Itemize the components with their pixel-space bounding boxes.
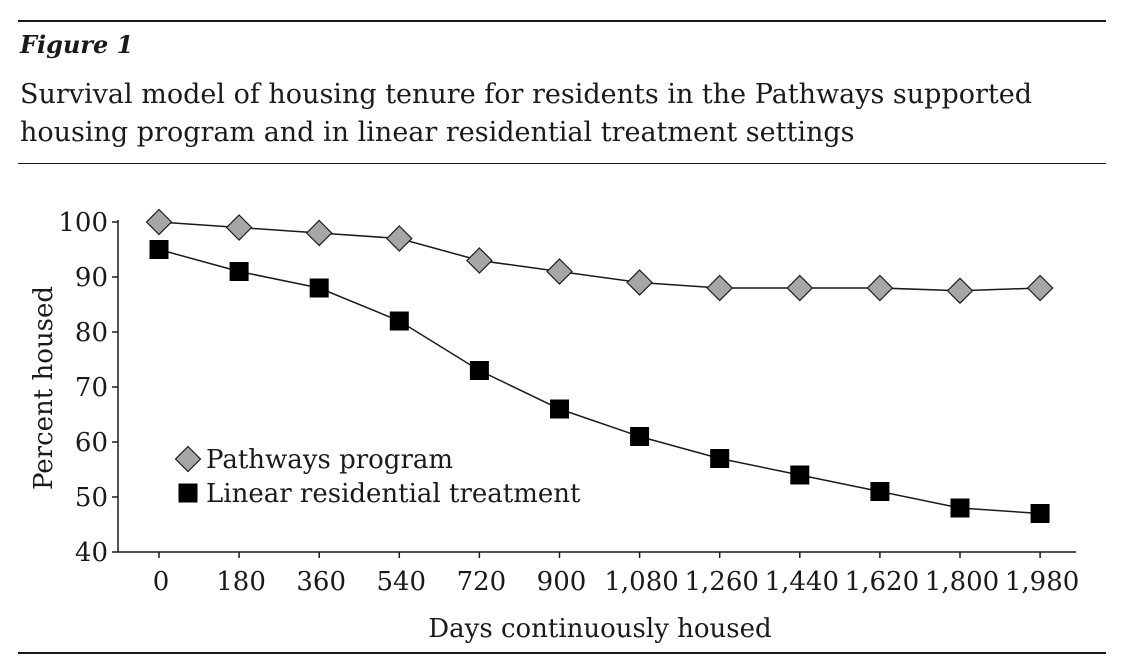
x-tick-label: 720 <box>457 567 507 597</box>
x-tick-label: 540 <box>376 567 426 597</box>
data-point-square <box>309 278 329 298</box>
series-line <box>158 248 1041 515</box>
data-point-diamond <box>706 274 734 302</box>
series-line <box>158 221 1041 292</box>
x-tick-label: 1,620 <box>845 567 919 597</box>
x-tick-label: 360 <box>296 567 346 597</box>
legend-square-icon <box>178 483 198 503</box>
data-point-diamond <box>1026 274 1054 302</box>
y-tick-label: 100 <box>58 208 108 238</box>
x-tick-label: 180 <box>216 567 266 597</box>
data-point-diamond <box>786 274 814 302</box>
data-point-square <box>149 240 169 259</box>
figure-label: Figure 1 <box>20 30 134 59</box>
data-point-square <box>229 262 249 281</box>
legend: Pathways program Linear residential treat… <box>174 445 581 509</box>
x-tick-label: 900 <box>537 567 587 597</box>
legend-entry-label: Pathways program <box>206 445 453 475</box>
y-tick-label: 80 <box>75 318 108 348</box>
y-tick-label: 90 <box>75 263 108 293</box>
y-tick-label: 50 <box>75 483 108 513</box>
x-tick-label: 1,980 <box>1005 567 1079 597</box>
y-tick-label: 70 <box>75 373 108 403</box>
x-tick-label: 0 <box>153 567 170 597</box>
data-point-square <box>469 361 489 380</box>
y-tick-label: 40 <box>75 538 108 568</box>
bottom-rule <box>18 652 1106 654</box>
y-axis-label: Percent housed <box>29 286 59 490</box>
y-tick-label: 60 <box>75 428 108 458</box>
series-linear <box>149 240 1050 523</box>
x-tick-label: 1,260 <box>684 567 758 597</box>
data-point-square <box>1030 504 1050 523</box>
data-point-square <box>389 311 409 331</box>
data-point-diamond <box>305 219 333 247</box>
data-point-square <box>630 427 650 446</box>
x-axis-label: Days continuously housed <box>428 614 771 644</box>
data-point-square <box>790 465 810 485</box>
data-point-square <box>550 399 569 419</box>
title-rule <box>18 163 1106 164</box>
data-point-diamond <box>145 208 173 236</box>
data-point-diamond <box>946 277 974 305</box>
data-point-diamond <box>626 269 653 296</box>
data-point-diamond <box>866 274 894 302</box>
figure-title: Survival model of housing tenure for res… <box>20 79 1033 148</box>
top-rule <box>18 20 1106 22</box>
legend-entry-label: Linear residential treatment <box>206 479 581 509</box>
series-layer <box>145 208 1054 523</box>
data-point-diamond <box>466 247 493 274</box>
data-point-diamond <box>546 258 573 285</box>
series-pathways <box>145 208 1054 305</box>
x-tick-label: 1,440 <box>765 567 839 597</box>
data-point-diamond <box>225 214 253 241</box>
data-point-square <box>870 482 890 501</box>
axes: 40 50 60 70 80 90 100 0 180 360 540 720 900 1,080 1,26… <box>58 208 1079 597</box>
data-point-square <box>950 498 970 518</box>
data-point-diamond <box>385 225 413 252</box>
data-point-square <box>710 449 730 468</box>
x-tick-label: 1,080 <box>604 567 678 597</box>
legend-diamond-icon <box>174 445 202 473</box>
x-tick-label: 1,800 <box>925 567 999 597</box>
